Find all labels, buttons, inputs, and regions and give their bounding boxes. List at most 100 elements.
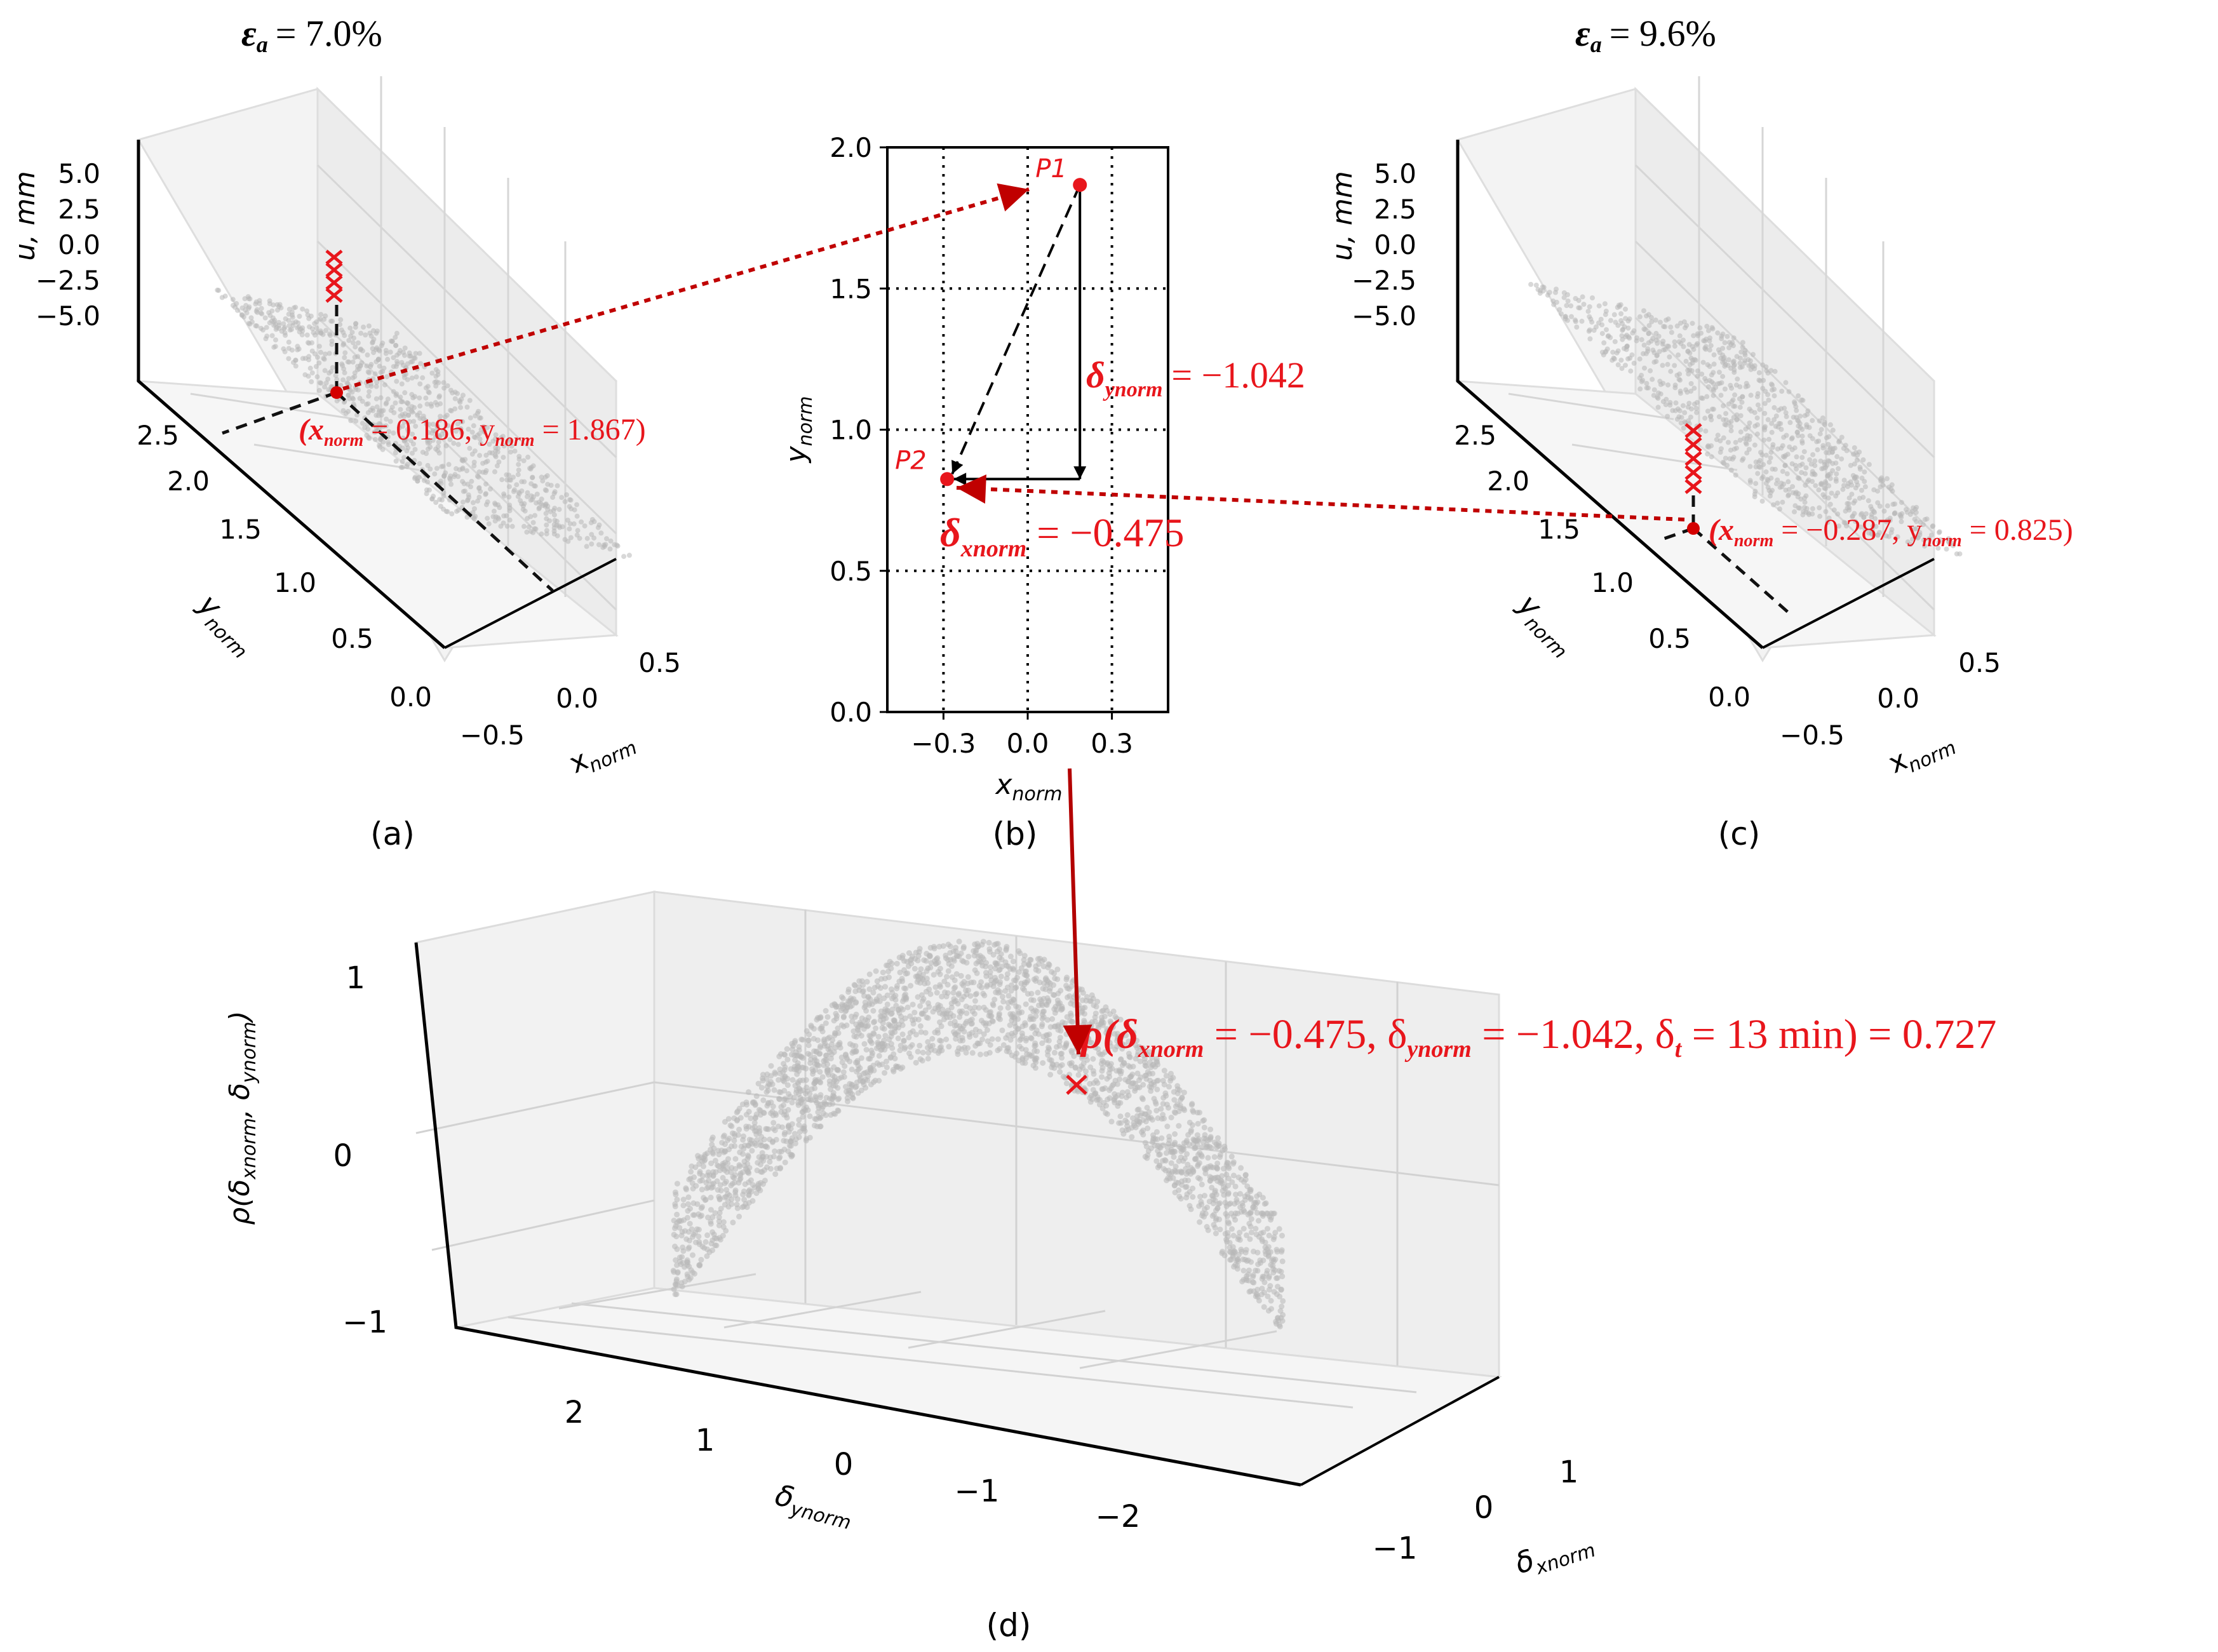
cloud-point	[979, 941, 985, 948]
cloud-point	[876, 1052, 882, 1059]
cloud-point	[449, 511, 455, 516]
cloud-point	[772, 1148, 778, 1155]
cloud-point	[1746, 447, 1752, 452]
cloud-point	[743, 1099, 749, 1106]
cloud-point	[863, 1047, 870, 1053]
cloud-point	[997, 1045, 1003, 1052]
cloud-point	[334, 377, 340, 382]
cloud-point	[1657, 349, 1662, 354]
cloud-point	[400, 459, 405, 464]
cloud-point	[1012, 1023, 1019, 1030]
cloud-point	[483, 481, 488, 487]
panel-c-annotation-sub2: norm	[1922, 531, 1961, 551]
cloud-point	[454, 466, 459, 471]
cloud-point	[1215, 1135, 1221, 1141]
cloud-point	[1796, 491, 1801, 497]
cloud-point	[1223, 1171, 1230, 1178]
cloud-point	[723, 1186, 730, 1193]
connector-arrow-a-to-p1	[342, 183, 1030, 391]
cloud-point	[925, 1045, 931, 1051]
cloud-point	[849, 1018, 856, 1024]
cloud-point	[1587, 336, 1593, 342]
cloud-point	[365, 352, 370, 358]
cloud-point	[1211, 1154, 1218, 1160]
cloud-point	[493, 432, 499, 438]
cloud-point	[889, 960, 895, 967]
cloud-point	[1256, 1218, 1261, 1224]
cloud-point	[1178, 1195, 1184, 1202]
cloud-point	[676, 1218, 682, 1225]
cloud-point	[562, 499, 568, 504]
panel-d-y-tick: 1	[696, 1423, 715, 1458]
cloud-point	[1888, 486, 1894, 492]
panel-a-y-label-sub: norm	[200, 612, 252, 664]
cloud-point	[1777, 485, 1783, 490]
cloud-point	[323, 328, 329, 333]
cloud-point	[544, 488, 549, 494]
cloud-point	[1119, 1062, 1126, 1068]
cloud-point	[279, 328, 285, 334]
cloud-point	[1688, 355, 1694, 361]
cloud-point	[1051, 970, 1057, 976]
cloud-point	[860, 1071, 866, 1077]
cloud-point	[884, 962, 889, 969]
cloud-point	[1229, 1226, 1235, 1232]
cloud-point	[1624, 344, 1630, 349]
cloud-point	[889, 1045, 896, 1051]
cloud-point	[1580, 294, 1585, 300]
cloud-point	[1214, 1165, 1220, 1171]
panel-a-y-tick: 1.0	[274, 567, 316, 598]
cloud-point	[506, 473, 512, 478]
cloud-point	[1043, 975, 1049, 981]
cloud-point	[671, 1232, 677, 1238]
cloud-point	[1654, 353, 1660, 359]
cloud-point	[434, 379, 439, 384]
cloud-point	[958, 1046, 965, 1052]
cloud-point	[1254, 1210, 1260, 1216]
cloud-point	[804, 1088, 810, 1094]
cloud-point	[975, 953, 981, 960]
panel-b-y-label: ynorm	[780, 396, 817, 464]
cloud-point	[949, 974, 955, 980]
cloud-point	[817, 1123, 824, 1129]
cloud-point	[271, 344, 277, 350]
cloud-point	[1825, 520, 1831, 525]
cloud-point	[387, 419, 393, 424]
cloud-point	[1760, 362, 1766, 368]
cloud-point	[550, 495, 556, 500]
cloud-point	[1099, 1017, 1105, 1024]
cloud-point	[925, 1039, 931, 1045]
cloud-point	[1232, 1217, 1239, 1223]
cloud-point	[901, 985, 907, 991]
cloud-point	[506, 484, 512, 490]
cloud-point	[1829, 490, 1834, 496]
cloud-point	[1682, 419, 1688, 425]
cloud-point	[1762, 401, 1768, 406]
panel-a-projection-lines	[222, 305, 554, 592]
cloud-point	[1747, 420, 1752, 426]
cloud-point	[793, 1049, 799, 1055]
cloud-point	[460, 499, 466, 505]
cloud-point	[1656, 390, 1661, 396]
cloud-point	[1822, 479, 1828, 485]
cloud-point	[699, 1186, 705, 1193]
panel-c-label: (c)	[1718, 816, 1761, 852]
cloud-point	[795, 1060, 801, 1066]
cloud-point	[999, 964, 1005, 970]
cloud-point	[433, 500, 439, 505]
cloud-point	[469, 478, 474, 484]
cloud-point	[1794, 408, 1799, 413]
cloud-point	[951, 958, 957, 964]
cloud-point	[984, 1027, 990, 1033]
panel-d-axes-box	[414, 890, 1502, 1487]
cloud-point	[1260, 1212, 1266, 1219]
cloud-point	[947, 1020, 953, 1026]
cloud-point	[1775, 500, 1780, 506]
cloud-point	[447, 437, 453, 443]
cloud-point	[272, 318, 278, 323]
cloud-point	[1849, 492, 1855, 497]
cloud-point	[1608, 318, 1613, 323]
cloud-point	[1770, 442, 1776, 448]
cloud-point	[923, 988, 929, 995]
cloud-point	[1634, 335, 1640, 340]
